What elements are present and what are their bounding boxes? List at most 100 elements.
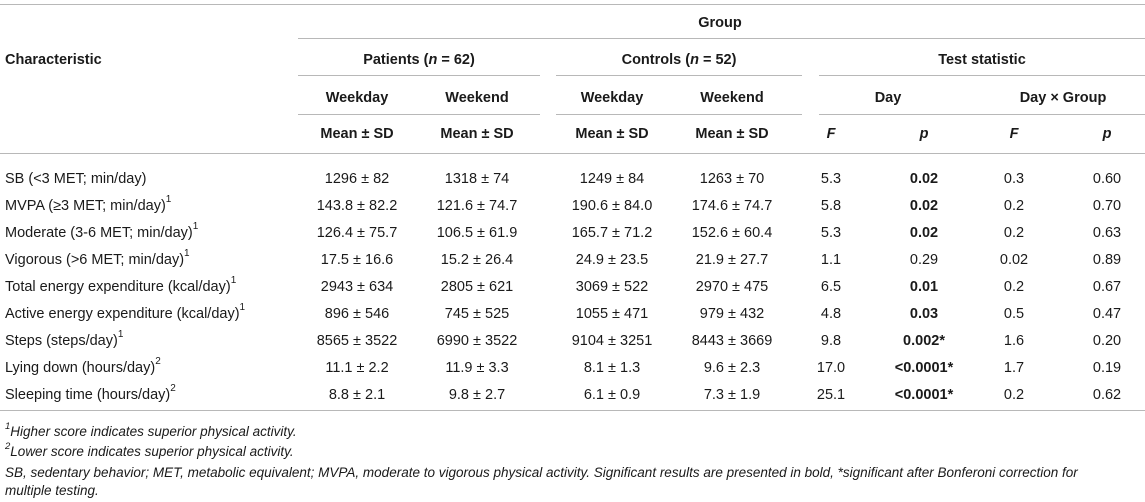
patients-weekday-cell: 8.8 ± 2.1 — [328, 387, 386, 403]
row-label: Total energy expenditure (kcal/day)1 — [5, 275, 237, 295]
controls-underline — [556, 75, 802, 76]
group-p-cell: 0.19 — [1092, 360, 1122, 376]
day-f-cell: 5.3 — [820, 171, 842, 187]
group-p-header: p — [1102, 126, 1112, 142]
table-top-rule — [0, 4, 1145, 5]
controls-weekend-cell: 979 ± 432 — [699, 306, 765, 322]
patients-weekend-cell: 1318 ± 74 — [444, 171, 510, 187]
patients-weekend-cell: 11.9 ± 3.3 — [445, 360, 509, 376]
controls-weekday-cell: 9104 ± 3251 — [571, 333, 653, 349]
patients-header: Patients (n = 62) — [363, 52, 475, 68]
controls-weekday-cell: 3069 ± 522 — [575, 279, 649, 295]
group-f-cell: 0.02 — [999, 252, 1029, 268]
group-f-cell: 0.2 — [1003, 225, 1025, 241]
patients-weekday-cell: 1296 ± 82 — [324, 171, 390, 187]
abbreviations-note: SB, sedentary behavior; MET, metabolic e… — [5, 465, 1078, 480]
day-f-cell: 9.8 — [820, 333, 842, 349]
controls-weekend-cell: 174.6 ± 74.7 — [691, 198, 773, 214]
controls-sub-underline — [556, 114, 802, 115]
test-statistic-header: Test statistic — [938, 52, 1026, 68]
patients-weekday-cell: 2943 ± 634 — [320, 279, 394, 295]
group-f-cell: 0.3 — [1003, 171, 1025, 187]
row-label: Steps (steps/day)1 — [5, 329, 124, 349]
day-f-cell: 5.8 — [820, 198, 842, 214]
patients-weekday-cell: 17.5 ± 16.6 — [320, 252, 394, 268]
controls-weekday-cell: 24.9 ± 23.5 — [575, 252, 649, 268]
group-f-header: F — [1009, 126, 1019, 142]
row-label: Moderate (3-6 MET; min/day)1 — [5, 221, 199, 241]
patients-weekend-cell: 6990 ± 3522 — [436, 333, 518, 349]
row-label: Sleeping time (hours/day)2 — [5, 383, 176, 403]
day-p-header: p — [919, 126, 929, 142]
controls-weekday-cell: 8.1 ± 1.3 — [583, 360, 641, 376]
patients-weekday-cell: 126.4 ± 75.7 — [316, 225, 398, 241]
day-p-cell: <0.0001* — [894, 387, 954, 403]
controls-weekday-header: Weekday — [580, 90, 644, 106]
patients-weekday-cell: 11.1 ± 2.2 — [325, 360, 389, 376]
group-p-cell: 0.67 — [1092, 279, 1122, 295]
controls-weekday-cell: 1249 ± 84 — [579, 171, 645, 187]
patients-weekend-cell: 745 ± 525 — [444, 306, 510, 322]
controls-weekday-cell: 6.1 ± 0.9 — [583, 387, 641, 403]
patients-weekend-header: Weekend — [445, 90, 509, 106]
day-f-cell: 4.8 — [820, 306, 842, 322]
controls-weekend-cell: 21.9 ± 27.7 — [695, 252, 769, 268]
day-p-cell: 0.29 — [909, 252, 939, 268]
controls-weekend-cell: 152.6 ± 60.4 — [691, 225, 773, 241]
patients-underline — [298, 75, 540, 76]
group-f-cell: 0.2 — [1003, 198, 1025, 214]
day-p-cell: 0.03 — [909, 306, 939, 322]
controls-weekday-cell: 1055 ± 471 — [575, 306, 649, 322]
controls-weekday-cell: 165.7 ± 71.2 — [571, 225, 653, 241]
patients-weekend-cell: 2805 ± 621 — [440, 279, 514, 295]
mean-sd-header: Mean ± SD — [695, 126, 769, 142]
controls-weekend-cell: 1263 ± 70 — [699, 171, 765, 187]
row-label: Lying down (hours/day)2 — [5, 356, 161, 376]
controls-weekend-cell: 7.3 ± 1.9 — [703, 387, 761, 403]
day-p-cell: 0.02 — [909, 198, 939, 214]
day-p-cell: 0.02 — [909, 171, 939, 187]
characteristic-header: Characteristic — [5, 52, 102, 68]
mean-sd-header: Mean ± SD — [320, 126, 394, 142]
group-p-cell: 0.62 — [1092, 387, 1122, 403]
group-p-cell: 0.70 — [1092, 198, 1122, 214]
patients-weekday-cell: 143.8 ± 82.2 — [316, 198, 398, 214]
group-p-cell: 0.89 — [1092, 252, 1122, 268]
patients-sub-underline — [298, 114, 540, 115]
patients-weekday-cell: 8565 ± 3522 — [316, 333, 398, 349]
row-label: Active energy expenditure (kcal/day)1 — [5, 302, 246, 322]
mean-sd-header: Mean ± SD — [440, 126, 514, 142]
patients-weekday-header: Weekday — [325, 90, 389, 106]
day-x-group-header: Day × Group — [1019, 90, 1107, 106]
controls-weekday-cell: 190.6 ± 84.0 — [571, 198, 653, 214]
group-p-cell: 0.20 — [1092, 333, 1122, 349]
group-header: Group — [698, 15, 742, 31]
controls-weekend-cell: 2970 ± 475 — [695, 279, 769, 295]
row-label: Vigorous (>6 MET; min/day)1 — [5, 248, 190, 268]
patients-weekday-cell: 896 ± 546 — [324, 306, 390, 322]
day-f-cell: 25.1 — [816, 387, 846, 403]
row-label: MVPA (≥3 MET; min/day)1 — [5, 194, 172, 214]
day-p-cell: 0.02 — [909, 225, 939, 241]
test-statistic-underline — [819, 75, 1145, 76]
day-f-cell: 17.0 — [816, 360, 846, 376]
day-f-cell: 1.1 — [820, 252, 842, 268]
controls-header: Controls (n = 52) — [621, 52, 737, 68]
group-f-cell: 0.5 — [1003, 306, 1025, 322]
day-p-cell: <0.0001* — [894, 360, 954, 376]
test-sub-underline — [819, 114, 1145, 115]
day-f-header: F — [826, 126, 836, 142]
controls-weekend-cell: 9.6 ± 2.3 — [703, 360, 761, 376]
mean-sd-header: Mean ± SD — [575, 126, 649, 142]
header-bottom-rule — [0, 153, 1145, 154]
footnote-1: 1Higher score indicates superior physica… — [5, 420, 297, 439]
group-f-cell: 0.2 — [1003, 279, 1025, 295]
patients-weekend-cell: 9.8 ± 2.7 — [448, 387, 506, 403]
group-f-cell: 1.7 — [1003, 360, 1025, 376]
abbreviations-note-cont: multiple testing. — [5, 483, 99, 498]
group-f-cell: 0.2 — [1003, 387, 1025, 403]
day-p-cell: 0.002* — [903, 333, 945, 349]
group-f-cell: 1.6 — [1003, 333, 1025, 349]
patients-weekend-cell: 15.2 ± 26.4 — [440, 252, 514, 268]
